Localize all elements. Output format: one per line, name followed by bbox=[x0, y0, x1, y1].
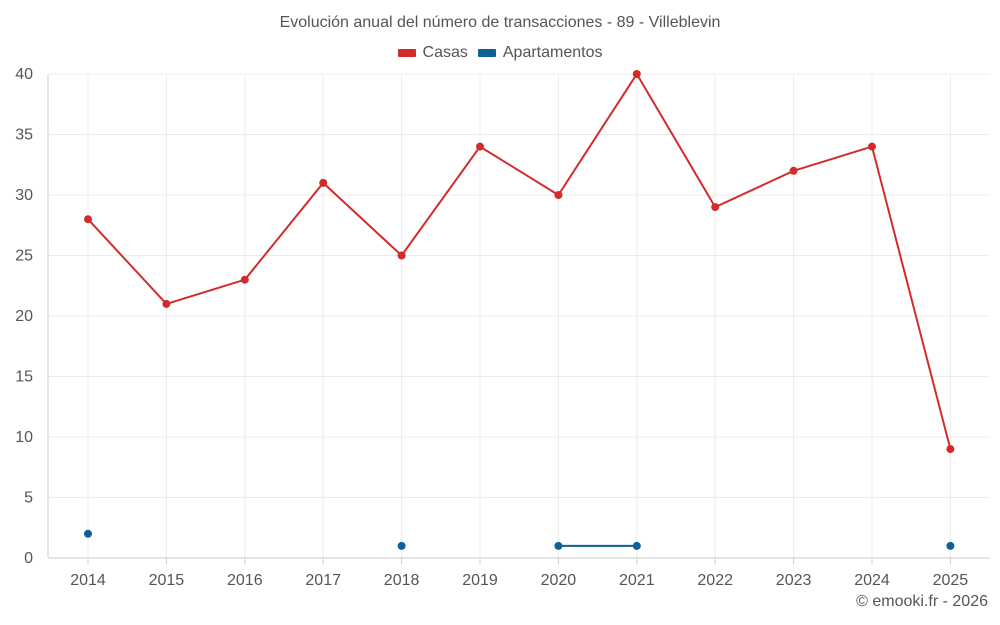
data-point-casas-2020 bbox=[554, 191, 563, 199]
data-point-casas-2023 bbox=[789, 166, 798, 175]
data-point-casas-2016 bbox=[240, 275, 249, 284]
data-point-casas-2018 bbox=[397, 251, 406, 260]
legend: Casas Apartamentos bbox=[0, 44, 1000, 62]
legend-item-casas[interactable]: Casas bbox=[397, 44, 468, 62]
y-tick-label: 25 bbox=[15, 248, 33, 265]
data-point-casas-2021 bbox=[632, 70, 641, 78]
x-tick-label: 2021 bbox=[619, 572, 655, 589]
y-axis-ticks: 0 5 10 15 20 25 30 35 40 bbox=[15, 66, 33, 567]
legend-label-casas: Casas bbox=[422, 44, 468, 61]
series-group bbox=[84, 70, 955, 550]
axes bbox=[47, 74, 990, 564]
legend-swatch-apartamentos bbox=[477, 49, 496, 57]
y-tick-label: 35 bbox=[15, 127, 33, 144]
data-point-casas-2019 bbox=[476, 142, 484, 151]
y-tick-label: 20 bbox=[15, 308, 33, 325]
y-tick-label: 30 bbox=[15, 187, 33, 204]
y-tick-label: 40 bbox=[15, 66, 33, 83]
legend-label-apartamentos: Apartamentos bbox=[502, 44, 603, 61]
x-tick-label: 2019 bbox=[462, 572, 498, 589]
data-point-casas-2022 bbox=[711, 203, 720, 212]
data-point-apartamentos-2014 bbox=[84, 529, 92, 538]
x-axis-ticks: 2014 2015 2016 2017 2018 2019 2020 2021 2022 2023… bbox=[70, 572, 968, 589]
data-point-casas-2025 bbox=[946, 445, 955, 454]
series-apartamentos bbox=[84, 529, 955, 550]
legend-swatch-casas bbox=[397, 49, 416, 57]
data-point-apartamentos-2018 bbox=[397, 541, 406, 550]
legend-item-apartamentos[interactable]: Apartamentos bbox=[477, 44, 603, 62]
chart-title: Evolución anual del número de transaccio… bbox=[279, 14, 721, 31]
data-point-casas-2014 bbox=[84, 215, 92, 224]
y-tick-label: 5 bbox=[24, 490, 33, 507]
x-tick-label: 2015 bbox=[149, 572, 185, 589]
x-tick-label: 2016 bbox=[227, 572, 263, 589]
data-point-apartamentos-2020 bbox=[554, 541, 563, 550]
data-point-casas-2015 bbox=[162, 299, 171, 308]
data-point-apartamentos-2025 bbox=[946, 541, 955, 550]
x-tick-label: 2014 bbox=[70, 572, 106, 589]
x-tick-label: 2024 bbox=[854, 572, 890, 589]
series-casas bbox=[84, 70, 955, 454]
y-tick-label: 0 bbox=[24, 550, 33, 567]
y-tick-label: 10 bbox=[15, 429, 33, 446]
grid-lines bbox=[48, 73, 990, 558]
data-point-casas-2017 bbox=[319, 178, 328, 187]
data-point-casas-2024 bbox=[868, 142, 876, 151]
x-tick-label: 2025 bbox=[933, 572, 969, 589]
y-tick-label: 15 bbox=[15, 369, 33, 386]
x-tick-label: 2018 bbox=[384, 572, 420, 589]
x-tick-label: 2017 bbox=[305, 572, 341, 589]
x-tick-label: 2020 bbox=[541, 572, 577, 589]
copyright-watermark: © emooki.fr - 2026 bbox=[856, 593, 988, 610]
data-point-apartamentos-2021 bbox=[632, 541, 641, 550]
x-tick-label: 2023 bbox=[776, 572, 812, 589]
series-line-casas bbox=[87, 73, 952, 450]
x-tick-label: 2022 bbox=[697, 572, 733, 589]
